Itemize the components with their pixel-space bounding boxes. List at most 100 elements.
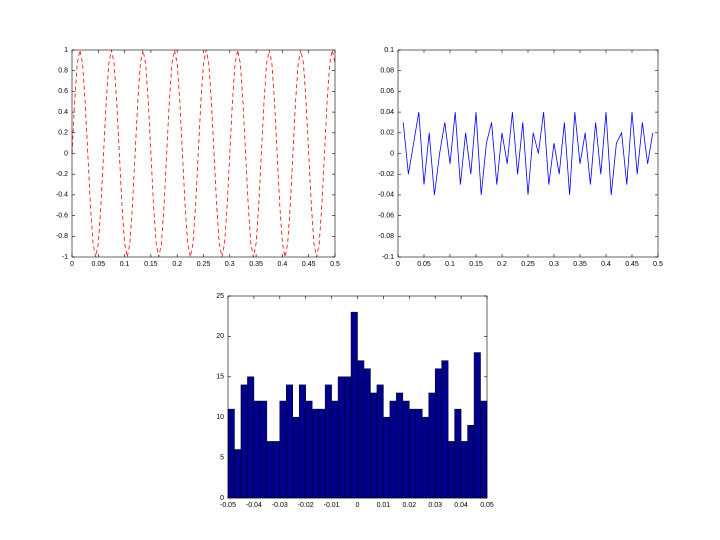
y-tick-label: -0.6 (56, 212, 68, 219)
x-tick-label: 0.04 (454, 502, 468, 509)
x-tick-label: 0.1 (445, 261, 455, 268)
y-tick-label: 0.06 (380, 88, 394, 95)
x-tick-label: -0.05 (220, 502, 236, 509)
x-tick-label: 0.2 (172, 261, 182, 268)
histogram-bar (350, 311, 358, 499)
histogram-bar (298, 384, 306, 499)
x-tick-label: 0.05 (480, 502, 494, 509)
y-tick-label: 20 (216, 333, 224, 340)
histogram-bar (266, 441, 274, 499)
histogram-bar (279, 400, 287, 499)
x-tick-label: -0.04 (246, 502, 262, 509)
y-tick-label: 0.6 (58, 88, 68, 95)
histogram-bar (227, 408, 235, 499)
x-tick-label: 0.4 (601, 261, 611, 268)
histogram-bar (376, 384, 384, 499)
x-tick-label: 0.3 (549, 261, 559, 268)
axes-box (397, 49, 659, 258)
x-tick-label: -0.01 (324, 502, 340, 509)
histogram-bar (447, 441, 455, 499)
histogram-bar (441, 360, 449, 499)
x-tick-label: 0.05 (91, 261, 105, 268)
y-tick-label: 15 (216, 374, 224, 381)
x-tick-label: 0.35 (249, 261, 263, 268)
y-tick-label: 0.1 (384, 47, 394, 54)
histogram-bar (318, 408, 326, 499)
y-tick-label: -0.02 (378, 171, 394, 178)
histogram-bar (311, 408, 319, 499)
x-tick-label: 0.2 (497, 261, 507, 268)
y-tick-label: 0.2 (58, 130, 68, 137)
histogram-bar (363, 368, 371, 499)
x-tick-label: 0 (356, 502, 360, 509)
x-tick-label: 0.1 (120, 261, 130, 268)
histogram-bar (305, 400, 313, 499)
histogram-bar (422, 416, 429, 499)
histogram-bar (473, 352, 481, 499)
histogram-bar (415, 408, 423, 499)
x-tick-label: 0 (396, 261, 400, 268)
y-tick-label: -0.04 (378, 192, 394, 199)
histogram-bar (260, 400, 268, 499)
y-tick-label: 10 (216, 414, 224, 421)
y-tick-label: -0.08 (378, 233, 394, 240)
y-tick-label: 0 (220, 495, 224, 502)
x-tick-label: 0.25 (521, 261, 535, 268)
x-tick-label: 0.45 (625, 261, 639, 268)
histogram-bar (396, 392, 404, 499)
histogram-bar (402, 400, 410, 499)
data-line (402, 112, 654, 195)
y-tick-label: 0.02 (380, 130, 394, 137)
y-tick-label: 0.4 (58, 109, 68, 116)
x-tick-label: 0.45 (302, 261, 316, 268)
x-tick-label: 0.3 (225, 261, 235, 268)
histogram-bar (460, 441, 468, 499)
x-tick-label: 0.25 (197, 261, 211, 268)
x-tick-label: 0.15 (469, 261, 483, 268)
x-tick-label: 0.5 (653, 261, 663, 268)
histogram-bar (383, 416, 391, 499)
x-tick-label: 0.02 (402, 502, 416, 509)
y-tick-label: 1 (64, 47, 68, 54)
y-tick-label: -0.8 (56, 233, 68, 240)
histogram-bar (370, 392, 378, 499)
y-tick-label: 0.08 (380, 68, 394, 75)
y-tick-label: 0 (390, 150, 394, 157)
histogram-bar (434, 368, 442, 499)
y-tick-label: 0.8 (58, 68, 68, 75)
histogram-bar (337, 376, 345, 499)
x-tick-label: -0.03 (272, 502, 288, 509)
histogram-bar (331, 400, 339, 499)
histogram-bar (273, 441, 281, 499)
y-tick-label: -0.4 (56, 192, 68, 199)
histogram-bar (344, 376, 352, 499)
axes-box (71, 49, 336, 258)
histogram-bar (324, 384, 332, 499)
histogram-bar (247, 376, 255, 499)
y-tick-label: -0.06 (378, 212, 394, 219)
data-line (71, 49, 336, 258)
y-tick-label: -1 (62, 254, 68, 261)
histogram-bar (292, 416, 300, 499)
histogram-bar (480, 400, 488, 499)
histogram-bar (389, 400, 397, 499)
histogram-bar (467, 425, 475, 499)
histogram-bar (409, 408, 417, 499)
histogram-bar (253, 400, 261, 499)
histogram-bar (428, 392, 436, 499)
histogram-bar (454, 408, 462, 499)
y-tick-label: 0.04 (380, 109, 394, 116)
x-tick-label: 0.35 (573, 261, 587, 268)
x-tick-label: 0.01 (377, 502, 391, 509)
x-tick-label: 0 (70, 261, 74, 268)
x-tick-label: 0.03 (428, 502, 442, 509)
histogram-bar (234, 449, 242, 499)
y-tick-label: 25 (216, 293, 224, 300)
histogram-bar (286, 384, 293, 499)
x-tick-label: 0.05 (417, 261, 431, 268)
x-tick-label: 0.4 (278, 261, 288, 268)
x-tick-label: 0.15 (144, 261, 158, 268)
x-tick-label: 0.5 (330, 261, 340, 268)
y-tick-label: 0 (64, 150, 68, 157)
